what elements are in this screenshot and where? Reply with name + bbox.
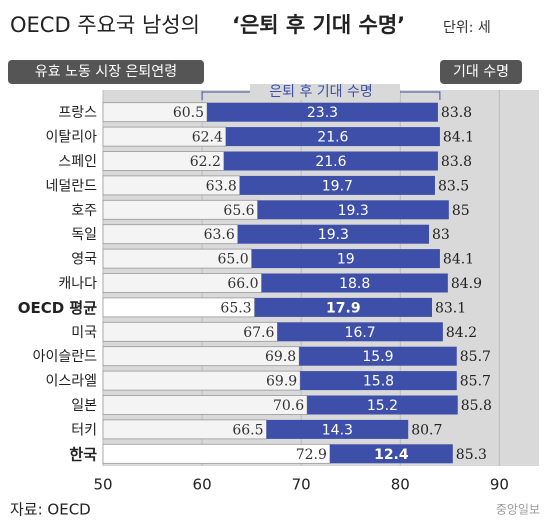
value-label: 18.8: [339, 276, 370, 292]
value-label: 62.4: [192, 130, 223, 146]
value-label: 15.2: [367, 398, 398, 414]
y-tick-label: 이탈리아: [45, 130, 97, 146]
value-label: 67.6: [243, 325, 274, 341]
total-label: 84.1: [443, 252, 474, 268]
value-label: 69.8: [265, 349, 296, 365]
total-label: 83.1: [435, 300, 466, 316]
value-label: 65.3: [220, 300, 251, 316]
y-tick-label: OECD 평균: [18, 299, 97, 317]
y-tick-label: 미국: [71, 325, 97, 341]
chart-title: OECD 주요국 남성의: [10, 13, 200, 37]
total-label: 85.7: [460, 374, 491, 390]
x-tick-label: 80: [391, 476, 410, 494]
bar-years: [329, 444, 453, 464]
value-label: 69.9: [266, 374, 297, 390]
value-label: 66.0: [227, 276, 258, 292]
bar-retirement: [102, 151, 225, 171]
bar-years: [225, 127, 440, 147]
x-tick-label: 50: [93, 476, 112, 494]
legend-label: 유효 노동 시장 은퇴연령: [35, 64, 177, 80]
total-label: 84.9: [451, 276, 482, 292]
value-label: 19.3: [318, 227, 349, 243]
y-tick-label: 한국: [69, 445, 97, 463]
value-label: 19.3: [338, 203, 369, 219]
y-tick-label: 스페인: [58, 154, 97, 170]
value-label: 65.6: [223, 203, 254, 219]
bar-years: [266, 419, 409, 439]
bar-years: [261, 273, 448, 293]
y-tick-label: 일본: [71, 398, 97, 414]
bar-years: [207, 102, 438, 122]
total-label: 83.5: [438, 178, 469, 194]
value-label: 65.0: [217, 252, 248, 268]
y-tick-label: 캐나다: [58, 276, 97, 292]
value-label: 63.6: [204, 227, 235, 243]
bar-years: [254, 297, 432, 317]
value-label: 14.3: [322, 422, 353, 438]
value-label: 16.7: [345, 325, 376, 341]
legend-box: [440, 60, 522, 84]
x-tick-label: 90: [490, 476, 509, 494]
y-tick-label: 네덜란드: [45, 178, 97, 194]
value-label: 66.5: [232, 422, 263, 438]
value-label: 23.3: [307, 105, 338, 121]
source: 자료: OECD: [10, 501, 91, 519]
total-label: 85.3: [456, 447, 487, 463]
total-label: 83.8: [441, 154, 472, 170]
bar-years: [237, 224, 430, 244]
value-label: 60.5: [173, 105, 204, 121]
total-label: 85: [452, 203, 470, 219]
total-label: 84.2: [446, 325, 477, 341]
x-tick-label: 60: [193, 476, 212, 494]
legend-box: [8, 60, 204, 84]
value-label: 15.8: [363, 374, 394, 390]
total-label: 84.1: [443, 130, 474, 146]
credit: 중앙일보: [496, 503, 540, 517]
legend-label: 은퇴 후 기대 수명: [269, 84, 373, 100]
legend-bg: [250, 84, 400, 100]
total-label: 85.8: [461, 398, 492, 414]
value-label: 19: [337, 252, 355, 268]
total-label: 80.7: [411, 422, 442, 438]
bar-years: [299, 346, 457, 366]
value-label: 70.6: [273, 398, 304, 414]
y-tick-label: 아이슬란드: [33, 349, 98, 365]
unit: 단위: 세: [443, 20, 491, 36]
total-label: 83.8: [441, 105, 472, 121]
y-tick-label: 이스라엘: [45, 374, 97, 390]
bar-years: [239, 175, 435, 195]
y-tick-label: 호주: [71, 203, 97, 219]
y-tick-label: 프랑스: [58, 105, 97, 121]
legend-label: 기대 수명: [453, 64, 509, 80]
bar-years: [251, 249, 440, 269]
bar-years: [223, 151, 438, 171]
y-tick-label: 터키: [71, 422, 97, 438]
value-label: 62.2: [190, 154, 221, 170]
value-label: 72.9: [296, 447, 327, 463]
bar-years: [257, 200, 449, 220]
value-label: 12.4: [374, 447, 409, 463]
x-tick-label: 70: [292, 476, 311, 494]
value-label: 21.6: [315, 154, 346, 170]
value-label: 19.7: [322, 178, 353, 194]
bar-years: [277, 322, 443, 342]
bar-years: [300, 371, 457, 391]
y-tick-label: 영국: [71, 252, 97, 268]
bar-years: [307, 395, 458, 415]
value-label: 21.6: [317, 130, 348, 146]
value-label: 17.9: [326, 300, 361, 316]
total-label: 85.7: [460, 349, 491, 365]
value-label: 15.9: [362, 349, 393, 365]
value-label: 63.8: [206, 178, 237, 194]
y-tick-label: 독일: [71, 227, 97, 243]
total-label: 83: [432, 227, 450, 243]
chart-title-emphasis: ‘은퇴 후 기대 수명’: [232, 13, 405, 37]
